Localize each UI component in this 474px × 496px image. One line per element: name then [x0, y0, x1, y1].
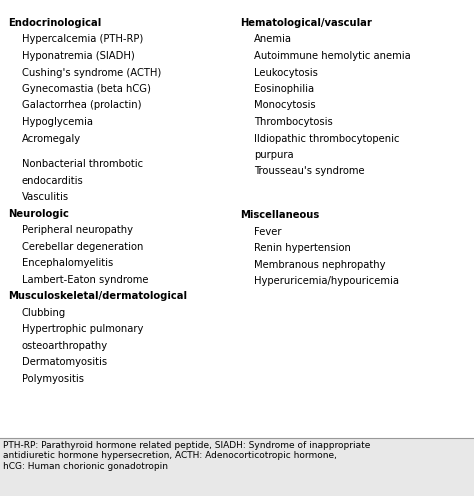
Text: Cushing's syndrome (ACTH): Cushing's syndrome (ACTH): [22, 67, 161, 77]
Text: Peripheral neuropathy: Peripheral neuropathy: [22, 225, 133, 235]
Text: Thrombocytosis: Thrombocytosis: [254, 117, 333, 127]
Text: Monocytosis: Monocytosis: [254, 101, 316, 111]
Text: Trousseau's syndrome: Trousseau's syndrome: [254, 167, 365, 177]
Text: Hyperuricemia/hypouricemia: Hyperuricemia/hypouricemia: [254, 276, 399, 286]
Text: Clubbing: Clubbing: [22, 308, 66, 317]
Text: Endocrinological: Endocrinological: [8, 18, 101, 28]
Text: Hematological/vascular: Hematological/vascular: [240, 18, 372, 28]
Text: Anemia: Anemia: [254, 35, 292, 45]
Text: Autoimmune hemolytic anemia: Autoimmune hemolytic anemia: [254, 51, 411, 61]
Text: Hypoglycemia: Hypoglycemia: [22, 117, 93, 127]
Text: Vasculitis: Vasculitis: [22, 192, 69, 202]
Text: Nonbacterial thrombotic: Nonbacterial thrombotic: [22, 159, 143, 169]
Text: Neurologic: Neurologic: [8, 209, 69, 219]
Text: Fever: Fever: [254, 227, 282, 237]
Text: purpura: purpura: [254, 150, 293, 160]
Text: Hypertrophic pulmonary: Hypertrophic pulmonary: [22, 324, 143, 334]
Text: IIdiopathic thrombocytopenic: IIdiopathic thrombocytopenic: [254, 133, 400, 143]
Text: endocarditis: endocarditis: [22, 176, 83, 186]
Bar: [0, 438, 474, 496]
Text: Hyponatremia (SIADH): Hyponatremia (SIADH): [22, 51, 135, 61]
Text: Renin hypertension: Renin hypertension: [254, 243, 351, 253]
Text: osteoarthropathy: osteoarthropathy: [22, 341, 108, 351]
Text: Musculoskeletal/dermatological: Musculoskeletal/dermatological: [8, 291, 187, 301]
Text: Dermatomyositis: Dermatomyositis: [22, 357, 107, 367]
Text: Galactorrhea (prolactin): Galactorrhea (prolactin): [22, 101, 141, 111]
Text: Encephalomyelitis: Encephalomyelitis: [22, 258, 113, 268]
Text: Lambert-Eaton syndrome: Lambert-Eaton syndrome: [22, 275, 148, 285]
Text: Polymyositis: Polymyositis: [22, 373, 84, 383]
Text: Hypercalcemia (PTH-RP): Hypercalcemia (PTH-RP): [22, 35, 143, 45]
Text: PTH-RP: Parathyroid hormone related peptide, SIADH: Syndrome of inappropriate
an: PTH-RP: Parathyroid hormone related pept…: [3, 441, 370, 471]
Text: Miscellaneous: Miscellaneous: [240, 210, 319, 220]
Text: Leukocytosis: Leukocytosis: [254, 67, 318, 77]
Text: Gynecomastia (beta hCG): Gynecomastia (beta hCG): [22, 84, 151, 94]
Text: Acromegaly: Acromegaly: [22, 133, 81, 143]
Text: Cerebellar degeneration: Cerebellar degeneration: [22, 242, 143, 251]
Text: Eosinophilia: Eosinophilia: [254, 84, 314, 94]
Text: Membranous nephropathy: Membranous nephropathy: [254, 260, 385, 270]
